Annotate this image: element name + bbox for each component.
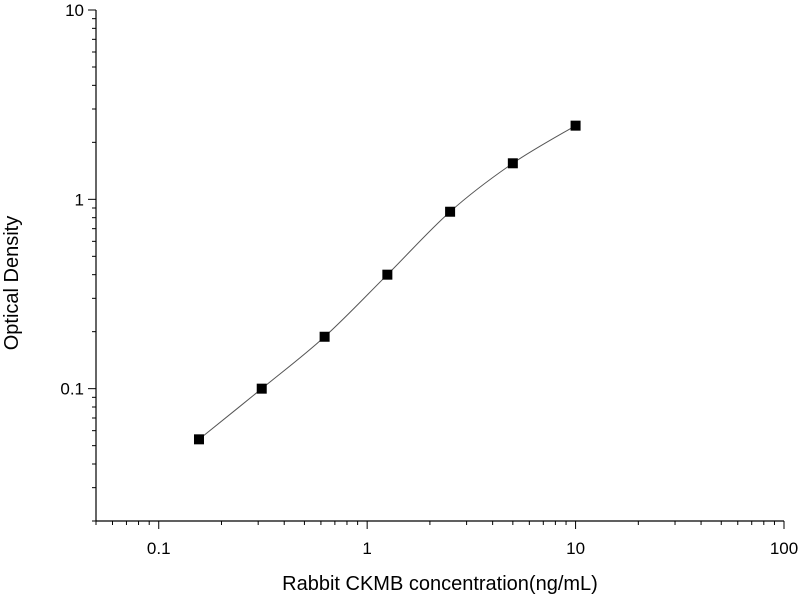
- x-tick-label: 100: [770, 539, 798, 558]
- y-tick-label: 10: [65, 1, 84, 20]
- axes: [95, 10, 784, 522]
- y-tick-label: 0.1: [60, 380, 84, 399]
- data-point: [445, 206, 456, 217]
- x-axis-title: Rabbit CKMB concentration(ng/mL): [282, 573, 598, 595]
- data-point: [319, 331, 330, 342]
- x-tick-label: 10: [566, 539, 585, 558]
- data-points-layer: [193, 120, 581, 445]
- fit-curve-layer: [198, 125, 576, 440]
- y-tick-label: 1: [75, 190, 84, 209]
- y-axis-title: Optical Density: [1, 216, 23, 351]
- data-point: [256, 383, 267, 394]
- data-point: [193, 434, 204, 445]
- data-point: [382, 269, 393, 280]
- data-point: [570, 120, 581, 131]
- x-tick-label: 0.1: [147, 539, 171, 558]
- x-tick-label: 1: [362, 539, 371, 558]
- data-point: [507, 158, 518, 169]
- fit-curve: [198, 125, 576, 440]
- ticks: 0.1 1 10 100 0.1 1 10: [60, 1, 798, 558]
